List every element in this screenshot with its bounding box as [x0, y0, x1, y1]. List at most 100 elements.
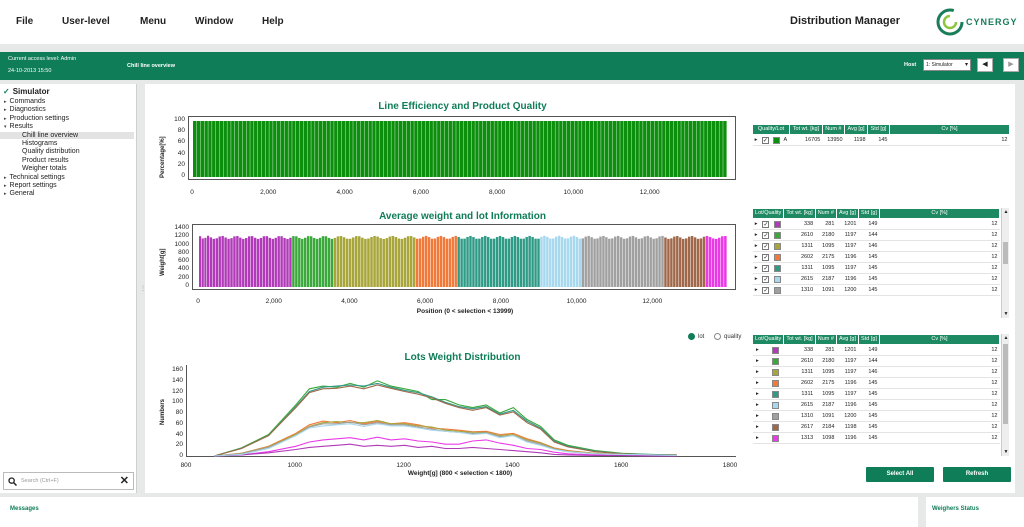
row-checkbox[interactable]: ✓: [759, 273, 772, 285]
sidebar-item[interactable]: Histograms: [22, 140, 57, 147]
table-header-cell[interactable]: Std [g]: [858, 334, 880, 345]
row-checkbox[interactable]: [762, 355, 768, 367]
scroll-up-icon[interactable]: ▲: [1003, 209, 1009, 215]
table-row[interactable]: ▸ ✓ A 16705 13950 1198 145 12: [752, 134, 1010, 146]
table-header-cell[interactable]: Lot/Quality: [751, 208, 785, 219]
row-expander-icon[interactable]: ▸: [752, 410, 763, 422]
table-row[interactable]: ▸ ✓ 338 281 1201 149 12: [752, 218, 1000, 230]
row-expander-icon[interactable]: ▸: [752, 344, 763, 356]
table-row[interactable]: ▸ 2617 2184 1198 145 12: [752, 421, 1000, 433]
next-button[interactable]: ▶: [1003, 58, 1019, 72]
scroll-thumb[interactable]: [1003, 242, 1008, 264]
table-row[interactable]: ▸ 2602 2175 1196 145 12: [752, 377, 1000, 389]
menu-user-level[interactable]: User-level: [62, 16, 110, 27]
row-expander-icon[interactable]: ▸: [752, 377, 763, 389]
row-checkbox[interactable]: [762, 388, 768, 400]
row-checkbox[interactable]: ✓: [759, 262, 772, 274]
host-select[interactable]: 1: Simulator ▾: [923, 59, 971, 71]
splitter-handle[interactable]: ⋮: [140, 286, 146, 292]
row-checkbox[interactable]: [762, 410, 768, 422]
menu-help[interactable]: Help: [262, 16, 284, 27]
sidebar-item[interactable]: Weigher totals: [22, 165, 67, 172]
table-header-cell[interactable]: Tot wt. [kg]: [783, 208, 816, 219]
sidebar-item[interactable]: Product results: [22, 157, 69, 164]
table-header-cell[interactable]: Cv [%]: [889, 124, 1010, 135]
scroll-up-icon[interactable]: ▲: [1003, 335, 1009, 341]
messages-label[interactable]: Messages: [10, 506, 39, 512]
row-checkbox[interactable]: [762, 399, 768, 411]
avgweight-plot[interactable]: [192, 224, 736, 290]
table-header-cell[interactable]: Avg [g]: [843, 124, 869, 135]
table-header-cell[interactable]: Std [g]: [857, 208, 881, 219]
clear-search-icon[interactable]: ✕: [119, 475, 129, 487]
search-input[interactable]: Search (Ctrl+F): [21, 478, 59, 484]
row-checkbox[interactable]: ✓: [759, 240, 772, 252]
lot-table-scrollbar[interactable]: ▲ ▼: [1001, 208, 1009, 318]
checkbox-checked-icon[interactable]: ✓: [761, 136, 769, 144]
row-checkbox[interactable]: ✓: [759, 251, 772, 263]
row-checkbox[interactable]: ✓: [759, 284, 772, 296]
table-header-cell[interactable]: Cv [%]: [879, 334, 1000, 345]
sidebar-item[interactable]: Chill line overview: [0, 131, 134, 139]
row-expander-icon[interactable]: ▸: [752, 388, 763, 400]
tree-root-simulator[interactable]: ✓ Simulator: [3, 87, 50, 96]
row-checkbox[interactable]: [762, 344, 768, 356]
row-checkbox[interactable]: [762, 366, 768, 378]
table-row[interactable]: ▸ 2610 2180 1197 144 12: [752, 355, 1000, 367]
row-checkbox[interactable]: [762, 377, 768, 389]
row-expander-icon[interactable]: ▸: [752, 262, 760, 274]
sidebar-item[interactable]: ▸ General: [4, 190, 34, 197]
row-expander-icon[interactable]: ▸: [752, 229, 760, 241]
weighers-status-label[interactable]: Weighers Status: [932, 506, 979, 512]
checkbox-checked-icon[interactable]: ✓: [762, 253, 770, 261]
row-checkbox[interactable]: ✓: [759, 218, 772, 230]
row-expander-icon[interactable]: ▸: [752, 251, 760, 263]
checkbox-checked-icon[interactable]: ✓: [762, 242, 770, 250]
table-header-cell[interactable]: Tot wt. [kg]: [789, 124, 823, 135]
checkbox-checked-icon[interactable]: ✓: [762, 220, 770, 228]
table-header-cell[interactable]: Quality/Lot: [751, 124, 791, 135]
row-expander-icon[interactable]: ▸: [752, 218, 760, 230]
table-header-cell[interactable]: Lot/Quality: [751, 334, 785, 345]
table-row[interactable]: ▸ 1311 1095 1197 145 12: [752, 388, 1000, 400]
table-header-cell[interactable]: Num #: [814, 208, 837, 219]
search-box[interactable]: Search (Ctrl+F) ✕: [3, 472, 134, 490]
expand-triangle-icon[interactable]: ▾: [4, 124, 7, 131]
row-expander-icon[interactable]: ▸: [752, 432, 763, 444]
checkbox-checked-icon[interactable]: ✓: [762, 231, 770, 239]
table-row[interactable]: ▸ ✓ 1311 1095 1197 146 12: [752, 240, 1000, 252]
expand-triangle-icon[interactable]: ▸: [4, 191, 7, 198]
table-header-cell[interactable]: Avg [g]: [835, 208, 859, 219]
lot-table-2-scrollbar[interactable]: ▲ ▼: [1001, 334, 1009, 456]
table-header-cell[interactable]: Tot wt. [kg]: [783, 334, 816, 345]
sidebar-item[interactable]: ▾ Results: [4, 123, 33, 130]
table-row[interactable]: ▸ ✓ 2615 2187 1196 145 12: [752, 273, 1000, 285]
checkbox-checked-icon[interactable]: ✓: [762, 264, 770, 272]
row-checkbox[interactable]: [762, 421, 768, 433]
sidebar-item[interactable]: ▸ Commands: [4, 98, 45, 105]
table-header-cell[interactable]: Std [g]: [867, 124, 890, 135]
menu-file[interactable]: File: [16, 16, 34, 27]
select-all-button[interactable]: Select All: [866, 467, 934, 482]
table-header-cell[interactable]: Num #: [821, 124, 846, 135]
radio-quality[interactable]: quality: [714, 333, 741, 340]
scroll-thumb[interactable]: [1003, 344, 1008, 424]
table-row[interactable]: ▸ ✓ 2610 2180 1197 144 12: [752, 229, 1000, 241]
sidebar-item[interactable]: ▸ Technical settings: [4, 174, 65, 181]
row-checkbox[interactable]: ✓: [759, 134, 772, 146]
expand-triangle-icon[interactable]: ▸: [4, 174, 7, 181]
scroll-down-icon[interactable]: ▼: [1003, 311, 1009, 317]
menu-window[interactable]: Window: [195, 16, 234, 27]
expand-triangle-icon[interactable]: ▸: [4, 115, 7, 122]
efficiency-plot[interactable]: [188, 116, 736, 180]
sidebar-item[interactable]: ▸ Report settings: [4, 182, 57, 189]
radio-lot[interactable]: lot: [688, 333, 704, 340]
expand-triangle-icon[interactable]: ▸: [4, 107, 7, 114]
row-expander-icon[interactable]: ▸: [752, 134, 760, 146]
row-expander-icon[interactable]: ▸: [752, 240, 760, 252]
checkbox-checked-icon[interactable]: ✓: [762, 275, 770, 283]
refresh-button[interactable]: Refresh: [943, 467, 1011, 482]
table-row[interactable]: ▸ ✓ 1311 1095 1197 145 12: [752, 262, 1000, 274]
row-expander-icon[interactable]: ▸: [752, 284, 760, 296]
row-expander-icon[interactable]: ▸: [752, 273, 760, 285]
